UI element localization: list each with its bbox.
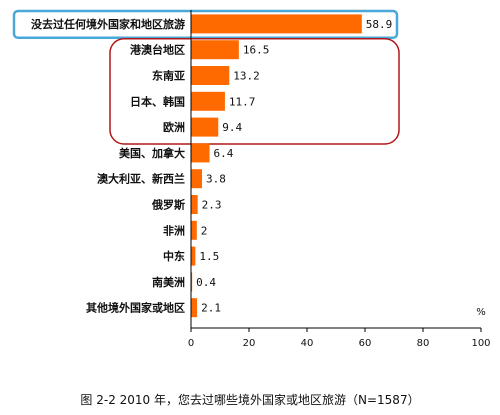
x-tick-label: 0	[188, 338, 194, 349]
unit-label: %	[476, 307, 486, 318]
x-tick-label: 60	[359, 338, 372, 349]
value-label: 2.3	[202, 199, 222, 212]
value-label: 2.1	[201, 302, 221, 315]
bar	[191, 169, 203, 189]
highlight-boxes	[12, 9, 400, 145]
category-label: 欧洲	[163, 120, 185, 134]
bar	[191, 143, 210, 163]
bar	[191, 117, 219, 137]
bar	[191, 246, 196, 266]
bars: 没去过任何境外国家和地区旅游 58.9 港澳台地区 16.5 东南亚 13.2 日本、韩国 1…	[31, 14, 393, 318]
bar	[191, 220, 197, 240]
value-label: 58.9	[366, 18, 393, 31]
category-label: 俄罗斯	[151, 198, 185, 212]
value-label: 3.8	[206, 173, 226, 186]
bar	[191, 272, 193, 292]
category-label: 没去过任何境外国家和地区旅游	[31, 17, 185, 31]
bar	[191, 14, 362, 34]
value-label: 9.4	[222, 121, 242, 134]
bar	[191, 195, 198, 214]
bar	[191, 298, 198, 318]
category-label: 日本、韩国	[130, 94, 185, 108]
value-label: 1.5	[199, 250, 219, 263]
bar	[191, 40, 239, 60]
highlight-box	[109, 38, 400, 145]
category-label: 东南亚	[152, 69, 185, 83]
x-tick-label: 80	[417, 338, 430, 349]
category-label: 澳大利亚、新西兰	[97, 172, 185, 186]
value-label: 2	[201, 224, 208, 237]
figure-caption: 图 2-2 2010 年，您去过哪些境外国家或地区旅游（N=1587）	[80, 392, 419, 407]
x-tick-label: 20	[243, 338, 256, 349]
category-label: 南美洲	[152, 275, 185, 289]
highlight-box	[12, 9, 399, 40]
x-tick-label: 100	[471, 338, 490, 349]
value-label: 11.7	[229, 95, 256, 108]
bar	[191, 91, 225, 111]
bar	[191, 66, 230, 85]
value-label: 16.5	[243, 44, 270, 57]
x-tick-label: 40	[301, 338, 314, 349]
category-label: 其他境外国家或地区	[86, 301, 185, 315]
x-axis: 0 20 40 60 80 100	[188, 10, 491, 349]
value-label: 6.4	[214, 147, 234, 160]
category-label: 港澳台地区	[130, 43, 185, 57]
value-label: 0.4	[196, 276, 216, 289]
category-label: 中东	[163, 249, 185, 263]
category-label: 非洲	[163, 223, 185, 237]
value-label: 13.2	[233, 70, 260, 83]
category-label: 美国、加拿大	[119, 146, 185, 160]
